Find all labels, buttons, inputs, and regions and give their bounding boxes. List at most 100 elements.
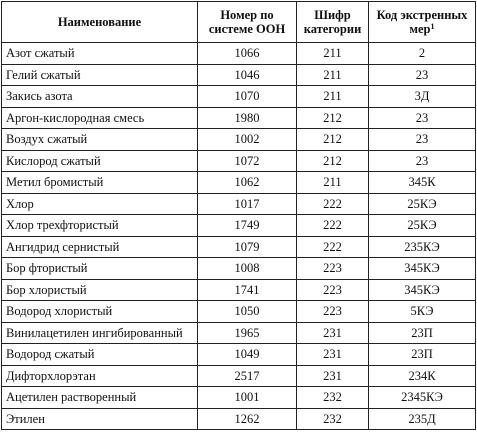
- cell-code: 5КЭ: [368, 300, 476, 323]
- table-row: Метил бромистый 1062 211 345К: [1, 171, 476, 194]
- cell-category: 223: [296, 300, 369, 323]
- cell-un-number: 1046: [197, 63, 297, 86]
- cell-code: 235Д: [368, 407, 476, 430]
- cell-category: 211: [296, 42, 369, 65]
- cell-name: Этилен: [1, 407, 198, 430]
- cell-category: 222: [296, 214, 369, 237]
- cell-un-number: 1965: [197, 321, 297, 344]
- cell-name: Ангидрид сернистый: [1, 235, 198, 258]
- cell-code: 23: [368, 149, 476, 172]
- cell-name: Аргон-кислородная смесь: [1, 106, 198, 129]
- cell-name: Винилацетилен ингибированный: [1, 321, 198, 344]
- table-row: Гелий сжатый 1046 211 23: [1, 63, 476, 86]
- cell-category: 211: [296, 171, 369, 194]
- cell-un-number: 1049: [197, 343, 297, 366]
- cell-code: 234К: [368, 364, 476, 387]
- cell-category: 211: [296, 63, 369, 86]
- cell-un-number: 1062: [197, 171, 297, 194]
- table-row: Хлор трехфтористый 1749 222 25КЭ: [1, 214, 476, 237]
- cell-name: Кислород сжатый: [1, 149, 198, 172]
- cell-code: 2: [368, 42, 476, 65]
- header-name: Наименование: [1, 1, 198, 43]
- cell-un-number: 1072: [197, 149, 297, 172]
- cell-category: 212: [296, 149, 369, 172]
- cell-un-number: 1001: [197, 386, 297, 409]
- header-category: Шифр категории: [296, 1, 369, 43]
- table-row: Бор хлористый 1741 223 345КЭ: [1, 278, 476, 301]
- cell-un-number: 1050: [197, 300, 297, 323]
- cell-code: 3Д: [368, 85, 476, 108]
- cell-code: 2345КЭ: [368, 386, 476, 409]
- cell-category: 212: [296, 128, 369, 151]
- table-row: Закись азота 1070 211 3Д: [1, 85, 476, 108]
- cell-code: 25КЭ: [368, 214, 476, 237]
- header-code: Код экстренных мер1: [368, 1, 476, 43]
- cell-name: Бор хлористый: [1, 278, 198, 301]
- header-code-footnote: 1: [430, 22, 435, 31]
- cell-category: 231: [296, 364, 369, 387]
- cell-un-number: 1017: [197, 192, 297, 215]
- cell-un-number: 1066: [197, 42, 297, 65]
- cell-code: 23: [368, 106, 476, 129]
- cell-code: 23: [368, 63, 476, 86]
- cell-name: Азот сжатый: [1, 42, 198, 65]
- cell-name: Гелий сжатый: [1, 63, 198, 86]
- cell-un-number: 1070: [197, 85, 297, 108]
- cell-category: 231: [296, 321, 369, 344]
- cell-code: 235КЭ: [368, 235, 476, 258]
- table-row: Дифторхлорэтан 2517 231 234К: [1, 364, 476, 387]
- table-row: Бор фтористый 1008 223 345КЭ: [1, 257, 476, 280]
- cell-name: Закись азота: [1, 85, 198, 108]
- cell-code: 345К: [368, 171, 476, 194]
- cell-code: 23: [368, 128, 476, 151]
- table-row: Водород сжатый 1049 231 23П: [1, 343, 476, 366]
- table-row: Ацетилен растворенный 1001 232 2345КЭ: [1, 386, 476, 409]
- cell-category: 223: [296, 278, 369, 301]
- table-row: Водород хлористый 1050 223 5КЭ: [1, 300, 476, 323]
- cell-name: Бор фтористый: [1, 257, 198, 280]
- cell-un-number: 1749: [197, 214, 297, 237]
- cell-category: 212: [296, 106, 369, 129]
- cell-category: 223: [296, 257, 369, 280]
- cell-name: Ацетилен растворенный: [1, 386, 198, 409]
- cell-name: Хлор трехфтористый: [1, 214, 198, 237]
- cell-category: 232: [296, 407, 369, 430]
- cell-code: 23П: [368, 343, 476, 366]
- table-body: Азот сжатый 1066 211 2 Гелий сжатый 1046 211 23…: [1, 42, 476, 430]
- header-code-label: Код экстренных мер: [376, 8, 468, 36]
- cell-name: Водород сжатый: [1, 343, 198, 366]
- cell-un-number: 2517: [197, 364, 297, 387]
- cell-category: 222: [296, 235, 369, 258]
- table-row: Этилен 1262 232 235Д: [1, 407, 476, 430]
- table-row: Хлор 1017 222 25КЭ: [1, 192, 476, 215]
- cell-category: 211: [296, 85, 369, 108]
- cell-un-number: 1980: [197, 106, 297, 129]
- cell-un-number: 1262: [197, 407, 297, 430]
- cell-category: 231: [296, 343, 369, 366]
- cell-un-number: 1008: [197, 257, 297, 280]
- table-header: Наименование Номер по системе ООН Шифр к…: [1, 1, 476, 43]
- cell-un-number: 1002: [197, 128, 297, 151]
- table-row: Кислород сжатый 1072 212 23: [1, 149, 476, 172]
- table-row: Аргон-кислородная смесь 1980 212 23: [1, 106, 476, 129]
- cell-code: 25КЭ: [368, 192, 476, 215]
- cell-un-number: 1741: [197, 278, 297, 301]
- table-row: Винилацетилен ингибированный 1965 231 23П: [1, 321, 476, 344]
- cell-un-number: 1079: [197, 235, 297, 258]
- cell-code: 23П: [368, 321, 476, 344]
- cell-category: 222: [296, 192, 369, 215]
- cell-name: Воздух сжатый: [1, 128, 198, 151]
- cell-name: Дифторхлорэтан: [1, 364, 198, 387]
- cell-code: 345КЭ: [368, 278, 476, 301]
- cell-code: 345КЭ: [368, 257, 476, 280]
- table-row: Ангидрид сернистый 1079 222 235КЭ: [1, 235, 476, 258]
- header-un-number: Номер по системе ООН: [197, 1, 297, 43]
- header-row: Наименование Номер по системе ООН Шифр к…: [1, 1, 476, 43]
- cell-category: 232: [296, 386, 369, 409]
- cell-name: Водород хлористый: [1, 300, 198, 323]
- table-row: Азот сжатый 1066 211 2: [1, 42, 476, 65]
- cell-name: Метил бромистый: [1, 171, 198, 194]
- table-row: Воздух сжатый 1002 212 23: [1, 128, 476, 151]
- cell-name: Хлор: [1, 192, 198, 215]
